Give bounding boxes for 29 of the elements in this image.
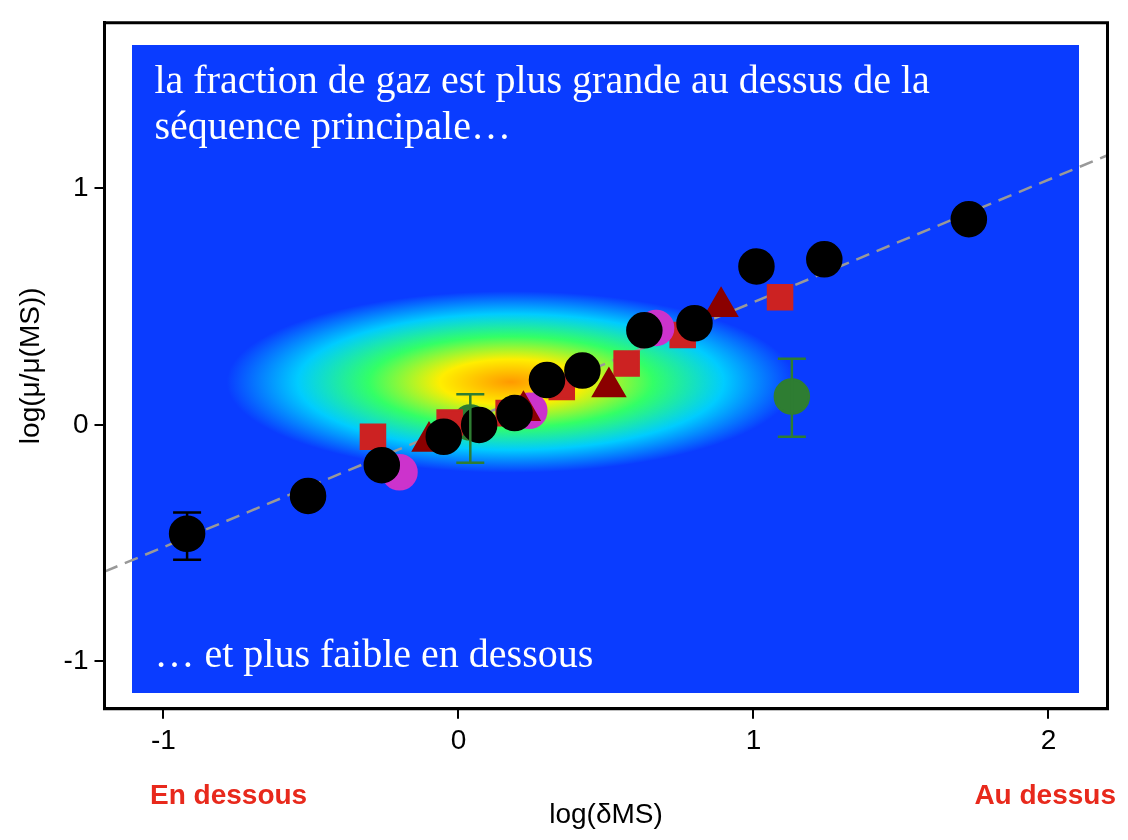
point [168,515,206,552]
annotation: … et plus faible en dessous [154,630,594,677]
point [676,304,713,342]
point [738,248,775,285]
x-tick-label: 0 [450,724,467,756]
point [766,283,794,311]
point [528,361,566,399]
y-tick-label: 0 [72,407,89,439]
point [564,352,601,389]
x-tick-label: 1 [745,724,762,756]
y-tick-label: -1 [63,644,89,676]
x-tick-label: -1 [151,724,176,756]
point [806,241,843,278]
point [359,423,387,451]
text: Au dessus [974,778,1116,811]
point [496,394,533,432]
point [363,446,401,484]
point [613,350,640,377]
point [626,312,663,349]
point [425,418,462,456]
point [950,200,988,238]
text: En dessous [150,778,308,811]
point [289,477,327,515]
y-tick-label: 1 [72,171,89,203]
x-tick-label: 2 [1040,724,1057,756]
point [773,378,811,415]
y-axis-title: log(μ/μ(MS)) [13,287,45,445]
annotation: la fraction de gaz est plus grande au dessus de la séquence principale… [154,56,931,149]
x-axis-title: log(δMS) [549,797,663,829]
